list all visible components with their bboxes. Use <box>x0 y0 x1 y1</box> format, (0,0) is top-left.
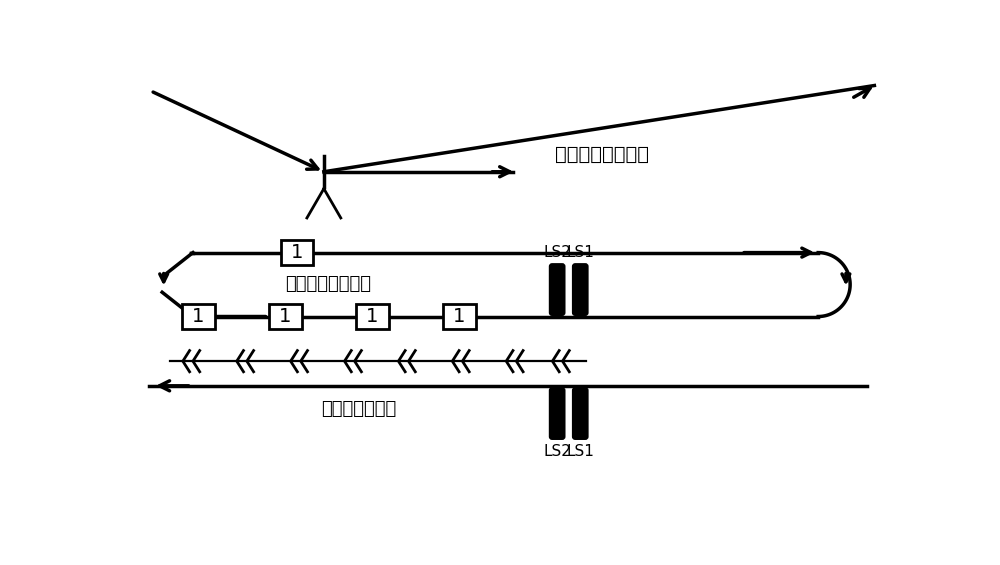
Text: 1: 1 <box>291 243 303 262</box>
Text: LS1: LS1 <box>566 444 594 459</box>
Text: 空中发动机分装线: 空中发动机分装线 <box>555 145 649 164</box>
Text: 1: 1 <box>192 307 205 326</box>
Text: LS2: LS2 <box>543 444 571 459</box>
FancyBboxPatch shape <box>356 304 389 329</box>
Text: 1: 1 <box>279 307 292 326</box>
Text: 1: 1 <box>453 307 466 326</box>
FancyBboxPatch shape <box>550 388 564 439</box>
FancyBboxPatch shape <box>550 264 564 315</box>
Text: 空中底盘工艺链: 空中底盘工艺链 <box>321 400 396 418</box>
Text: LS2: LS2 <box>543 245 571 260</box>
Text: 地面发动机环行线: 地面发动机环行线 <box>285 275 371 293</box>
FancyBboxPatch shape <box>182 304 215 329</box>
FancyBboxPatch shape <box>269 304 302 329</box>
FancyBboxPatch shape <box>573 388 588 439</box>
Text: 1: 1 <box>366 307 379 326</box>
Text: LS1: LS1 <box>566 245 594 260</box>
FancyBboxPatch shape <box>443 304 476 329</box>
FancyBboxPatch shape <box>573 264 588 315</box>
FancyBboxPatch shape <box>281 240 313 265</box>
